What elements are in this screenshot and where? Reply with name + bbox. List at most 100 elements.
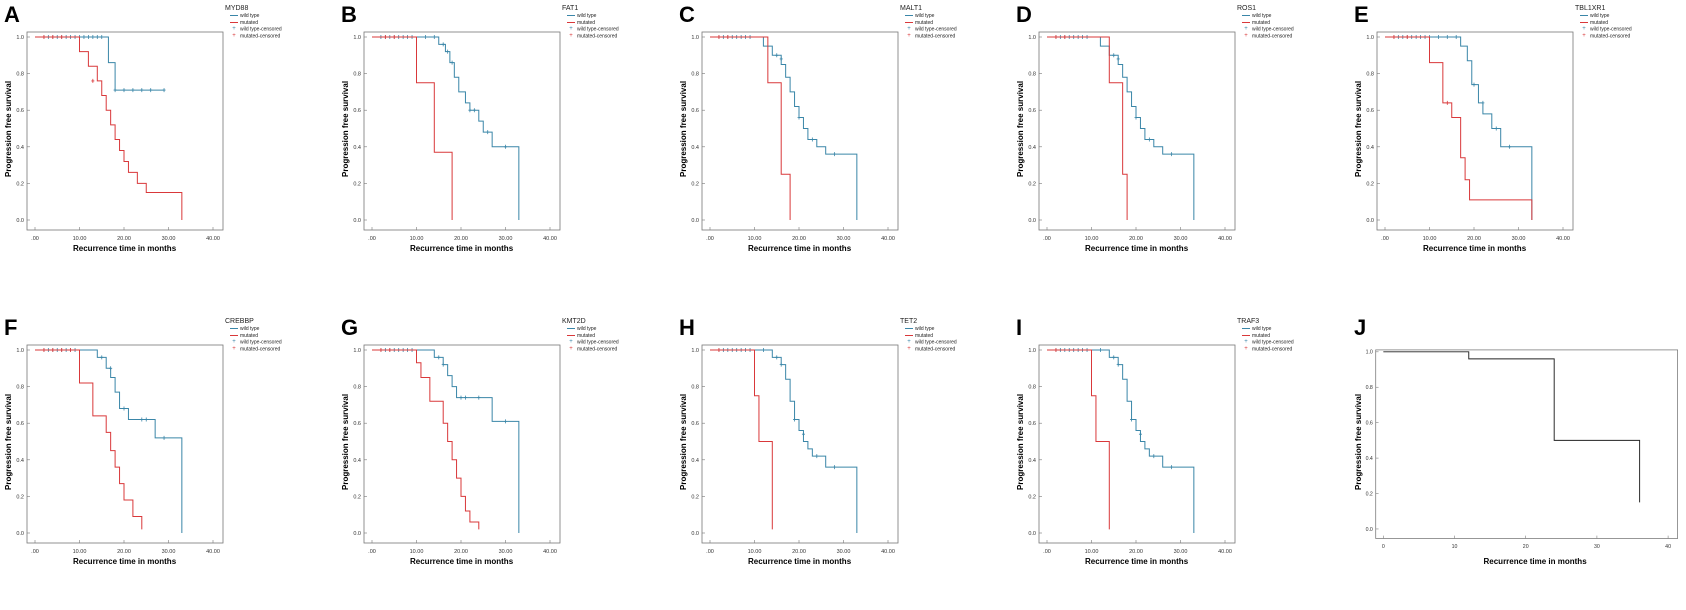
censor-mark (423, 35, 427, 39)
y-tick-label: 1.0 (1028, 348, 1036, 354)
legend-line-swatch (905, 328, 913, 330)
y-tick-label: 0.6 (16, 421, 24, 427)
legend-label: wild type-censored (1252, 339, 1294, 346)
gene-title: TRAF3 (1237, 318, 1260, 325)
panel-letter: J (1354, 315, 1367, 340)
x-tick-label: 30.00 (1174, 236, 1188, 242)
legend-line-swatch (905, 21, 913, 23)
censor-mark (504, 144, 507, 149)
km-plot: 0.0 0.2 0.4 0.6 0.8 1.0 .00 10.00 20.00 30.00 40.0… (16, 31, 224, 242)
panel-letter: E (1354, 2, 1369, 27)
y-tick-label: 0.0 (16, 218, 24, 224)
censor-mark (1392, 35, 1396, 39)
plot-frame (363, 31, 561, 231)
censor-mark (1130, 417, 1134, 422)
y-axis-label: Progression free survival (1354, 80, 1363, 177)
panel-letter: F (4, 315, 18, 340)
censor-mark (388, 348, 392, 352)
y-tick-label: 1.0 (1366, 350, 1373, 356)
y-tick-label: 1.0 (691, 348, 699, 354)
x-tick-label: 10.00 (748, 549, 762, 555)
censor-mark (1481, 100, 1485, 105)
x-tick-label: .00 (31, 236, 39, 242)
legend-label: mutated (1252, 332, 1271, 339)
series-line-mutated (710, 36, 791, 220)
censor-mark (1472, 82, 1476, 87)
legend-line-swatch (230, 21, 238, 23)
plot-frame (1038, 31, 1236, 231)
legend-cross-swatch: + (1244, 26, 1248, 32)
censor-mark (1112, 53, 1116, 58)
censor-mark (162, 88, 166, 93)
plot-frame (26, 344, 224, 544)
censor-mark (1116, 56, 1120, 61)
y-tick-label: 0.0 (16, 531, 24, 537)
panel-letter: D (1016, 2, 1032, 27)
censor-mark (717, 348, 721, 352)
y-tick-label: 0.6 (1028, 421, 1036, 427)
censor-mark (113, 88, 117, 93)
x-tick-label: .00 (368, 549, 376, 555)
y-tick-label: 0.4 (1366, 145, 1374, 151)
y-tick-label: 0.8 (691, 72, 699, 78)
censor-mark (51, 348, 55, 352)
censor-mark (815, 454, 819, 459)
legend-line-swatch (1242, 328, 1250, 330)
x-tick-label: .00 (706, 549, 714, 555)
censor-mark (1445, 35, 1449, 39)
censor-mark (504, 419, 507, 424)
legend-label: mutated (577, 19, 596, 26)
censor-mark (726, 35, 730, 39)
panel-letter: A (4, 2, 20, 27)
series-line-wild-type (710, 36, 858, 220)
legend-label: mutated (915, 19, 934, 26)
censor-mark (122, 88, 126, 93)
x-tick-label: .00 (706, 236, 714, 242)
y-tick-label: 1.0 (16, 348, 24, 354)
series-line-mutated (1385, 36, 1533, 220)
y-tick-label: 1.0 (353, 348, 361, 354)
legend-cross-swatch: + (1244, 345, 1248, 352)
x-tick-label: 30.00 (1174, 549, 1188, 555)
legend-cross-swatch: + (569, 26, 573, 32)
plot-frame (1038, 344, 1236, 544)
y-tick-label: 0.0 (353, 531, 361, 537)
x-tick-label: 40.00 (881, 236, 895, 242)
y-tick-label: 0.2 (353, 181, 361, 187)
x-tick-label: 30.00 (162, 549, 176, 555)
censor-mark (162, 435, 166, 440)
legend-item: + wild type-censored (230, 26, 281, 33)
series-line-mutated (35, 349, 143, 530)
legend-cross-swatch: + (1244, 339, 1248, 345)
y-tick-label: 0.2 (1028, 181, 1036, 187)
legend-label: wild type-censored (915, 26, 957, 33)
y-tick-label: 0.0 (691, 218, 699, 224)
legend-item: wild type (905, 326, 957, 333)
x-tick-label: 20.00 (454, 549, 468, 555)
series-line-wild-type (710, 349, 858, 533)
legend-label: wild type-censored (1590, 26, 1632, 33)
y-tick-label: 0.4 (16, 458, 24, 464)
panel-letter: G (341, 315, 359, 340)
legend-label: wild type (915, 13, 935, 19)
censor-mark (761, 348, 765, 352)
censor-mark (144, 417, 148, 422)
censor-mark (69, 348, 73, 352)
censor-mark (717, 35, 721, 39)
censor-mark (450, 60, 454, 65)
legend-item: mutated (567, 333, 619, 340)
series-line-wild-type (372, 349, 520, 533)
legend-cross-swatch: + (1244, 32, 1248, 39)
legend-line-swatch (1580, 15, 1588, 17)
x-tick-label: 10.00 (1085, 549, 1099, 555)
legend-item: + mutated-censored (905, 346, 957, 353)
censor-mark (95, 35, 99, 39)
panel-letter: C (679, 2, 695, 27)
legend-item: + mutated-censored (230, 33, 282, 40)
x-tick-label: 20.00 (1467, 236, 1481, 242)
km-panel-c: C 0.0 0.2 0.4 0.6 0.8 1.0 .00 10.00 20.00 30.00 40.… (675, 0, 995, 270)
x-tick-label: 40.00 (881, 549, 895, 555)
censor-mark (122, 406, 126, 411)
y-tick-label: 1.0 (353, 35, 361, 41)
